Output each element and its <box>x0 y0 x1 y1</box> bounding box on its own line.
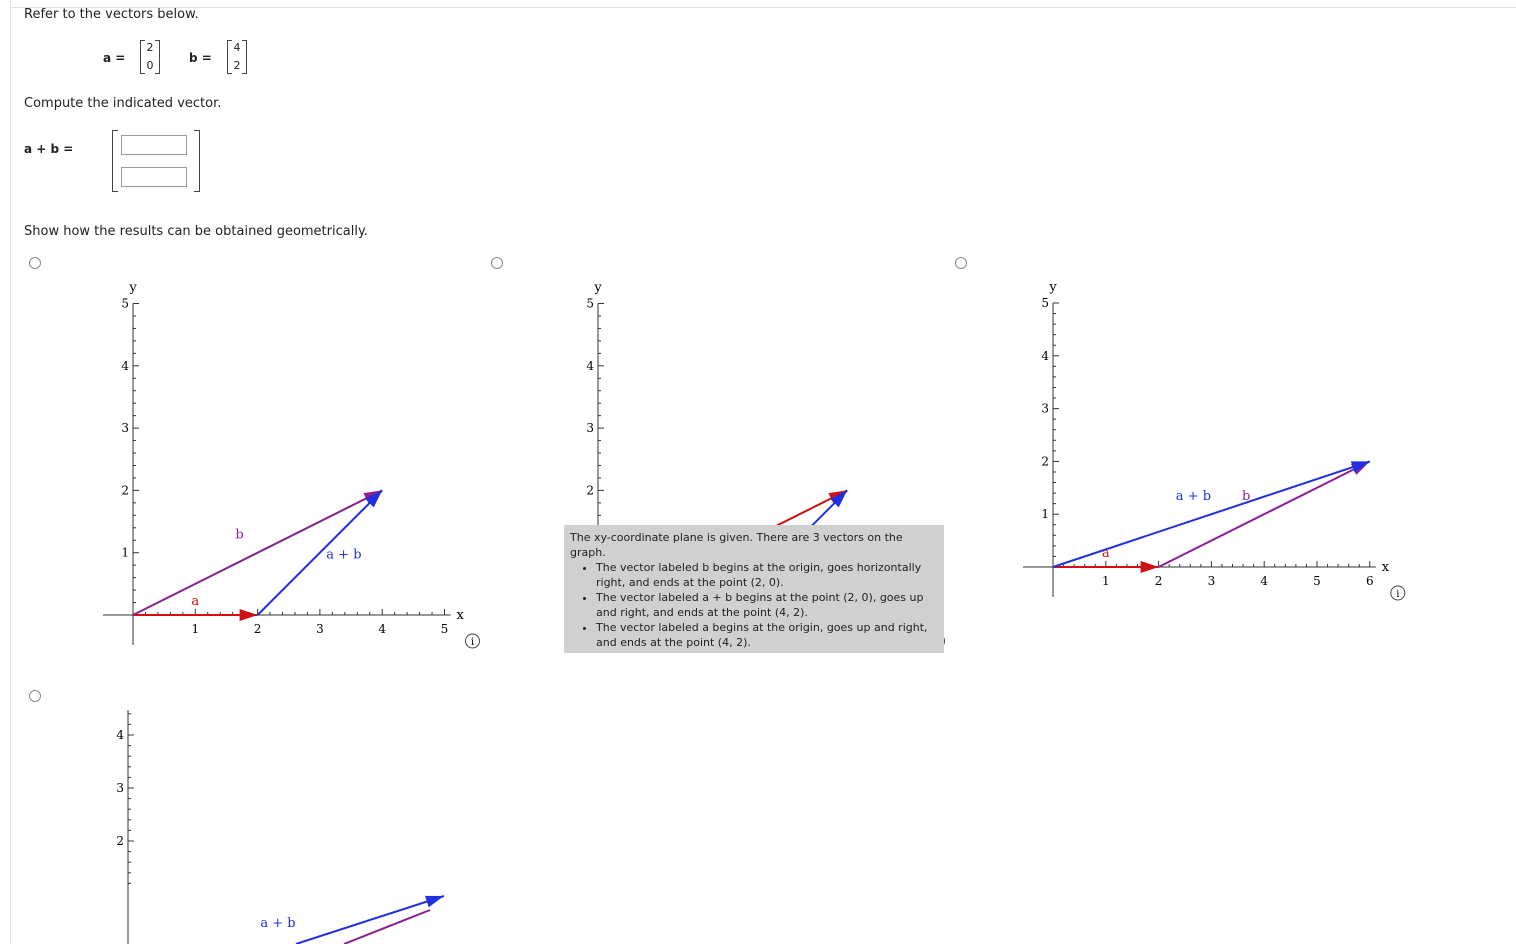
y-tick-label: 3 <box>586 421 594 435</box>
y-tick-label: 1 <box>121 546 129 560</box>
y-axis-label: y <box>128 281 137 296</box>
y-tick-label: 5 <box>1041 296 1049 310</box>
vector-ab-arrowhead <box>1350 461 1370 473</box>
vector-label: a + b <box>1176 489 1211 504</box>
y-tick-label: 5 <box>586 297 594 311</box>
info-icon <box>1390 585 1406 601</box>
y-tick-label: 3 <box>116 781 124 795</box>
problem-intro: Refer to the vectors below. <box>24 7 199 22</box>
vector-b-y: 2 <box>233 59 241 72</box>
y-axis-label: y <box>593 281 602 296</box>
vector-a-x: 2 <box>146 41 154 54</box>
y-axis-label: y <box>1048 280 1057 295</box>
x-tick-label: 5 <box>1313 574 1321 588</box>
y-tick-label: 4 <box>116 728 124 742</box>
vector-label: a <box>191 594 199 609</box>
top-divider <box>10 7 1516 8</box>
x-tick-label: 4 <box>378 622 386 636</box>
vector-label: a + b <box>260 916 295 931</box>
option-d-radio[interactable] <box>29 690 41 702</box>
x-axis-label: x <box>1382 560 1390 575</box>
vector-b-line <box>1158 460 1371 568</box>
vector-a-label: a = <box>103 51 126 65</box>
vector-label: a <box>1102 546 1110 561</box>
vector-a-matrix: 2 0 <box>140 40 160 74</box>
vector-ab-line <box>256 489 383 616</box>
vector-ab-line <box>1052 460 1371 568</box>
x-tick-label: 1 <box>1102 574 1110 588</box>
geometric-prompt: Show how the results can be obtained geo… <box>24 224 368 239</box>
y-tick-label: 1 <box>1041 507 1049 521</box>
y-tick-label: 2 <box>586 483 594 497</box>
option-c-graph: y 1 2 3 4 5 x 1 2 3 4 5 6 a b a + b i <box>1023 280 1406 601</box>
y-tick-label: 2 <box>116 834 124 848</box>
vector-b-line <box>343 909 431 944</box>
tooltip-item: The vector labeled a + b begins at the p… <box>596 590 938 620</box>
instruction-text: Compute the indicated vector. <box>24 96 222 111</box>
answer-matrix <box>112 130 200 192</box>
answer-x-input[interactable] <box>121 135 187 155</box>
vector-ab-arrowhead <box>365 490 383 508</box>
info-icon-glyph: i <box>471 637 474 648</box>
vector-aplusb-arrowhead <box>425 895 444 908</box>
option-d-graph: y2345a + b <box>116 710 445 944</box>
left-divider <box>10 0 11 944</box>
y-tick-label: 4 <box>1041 349 1049 363</box>
tooltip-item: The vector labeled a begins at the origi… <box>596 620 938 650</box>
x-tick-label: 5 <box>441 622 449 636</box>
y-tick-label: 4 <box>121 359 129 373</box>
x-tick-label: 3 <box>1208 574 1216 588</box>
x-tick-label: 3 <box>316 622 324 636</box>
y-tick-label: 5 <box>121 297 129 311</box>
vector-b-line <box>132 489 383 616</box>
vector-label: b <box>235 528 243 543</box>
x-tick-label: 1 <box>191 622 199 636</box>
x-tick-label: 2 <box>254 622 262 636</box>
vector-a-arrowhead <box>239 609 258 621</box>
x-tick-label: 6 <box>1366 574 1374 588</box>
y-tick-label: 3 <box>1041 402 1049 416</box>
info-icon <box>465 633 480 649</box>
y-tick-label: 4 <box>586 359 594 373</box>
vector-label: b <box>1242 489 1250 504</box>
x-tick-label: 2 <box>1155 574 1163 588</box>
vector-aplusb-line <box>295 895 445 944</box>
vector-a-arrowhead <box>1140 561 1159 573</box>
option-c-radio[interactable] <box>955 257 967 269</box>
tooltip-intro: The xy-coordinate plane is given. There … <box>570 531 903 559</box>
answer-y-input[interactable] <box>121 167 187 187</box>
option-b-radio[interactable] <box>491 257 503 269</box>
y-tick-label: 2 <box>1041 454 1049 468</box>
option-a-radio[interactable] <box>29 257 41 269</box>
graph-description-tooltip: The xy-coordinate plane is given. There … <box>564 525 944 653</box>
vector-b-label: b = <box>189 51 212 65</box>
vector-b-x: 4 <box>233 41 241 54</box>
sum-label: a + b = <box>24 142 74 156</box>
y-tick-label: 2 <box>121 483 129 497</box>
vector-a-y: 0 <box>146 59 154 72</box>
vector-b-matrix: 4 2 <box>227 40 247 74</box>
tooltip-item: The vector labeled b begins at the origi… <box>596 560 938 590</box>
x-axis-label: x <box>457 608 465 623</box>
info-icon-glyph: i <box>1396 589 1399 600</box>
y-tick-label: 3 <box>121 421 129 435</box>
vector-label: a + b <box>326 548 361 563</box>
x-tick-label: 4 <box>1260 574 1268 588</box>
